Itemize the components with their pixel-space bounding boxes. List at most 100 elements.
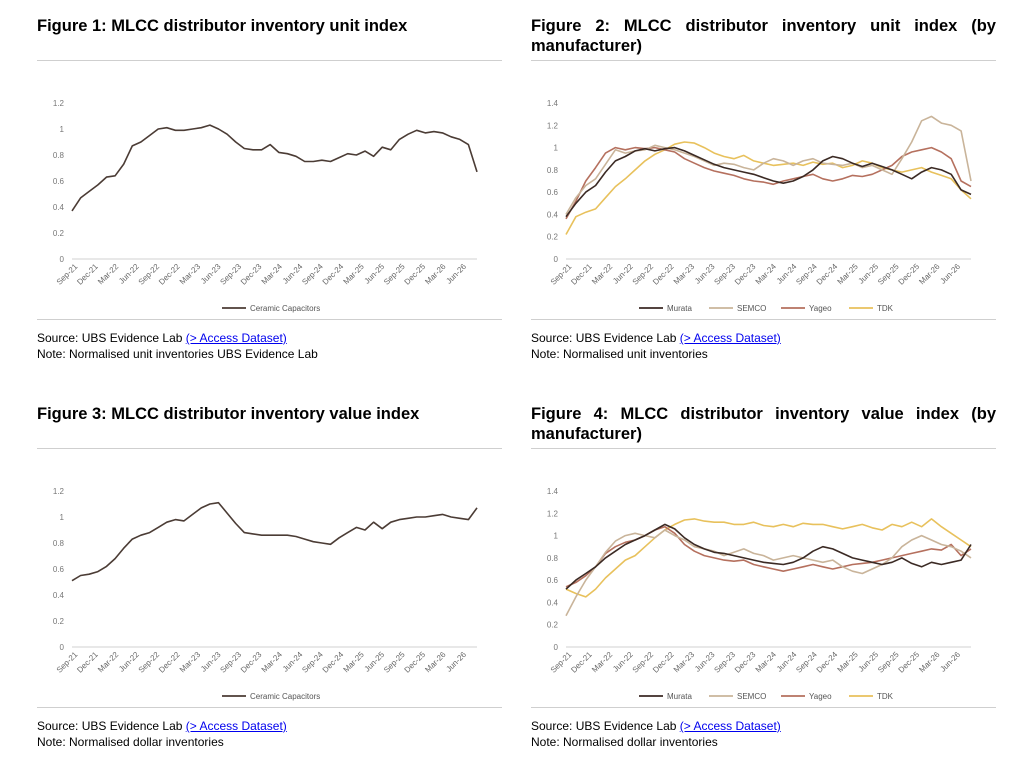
source-text: Source: UBS Evidence Lab — [531, 719, 680, 733]
x-tick-label: Sep-21 — [549, 650, 574, 675]
x-tick-label: Dec-23 — [239, 262, 264, 287]
y-tick-label: 0.6 — [547, 188, 559, 197]
x-tick-label: Mar-25 — [835, 262, 860, 287]
figure-2-panel: Figure 2: MLCC distributor inventory uni… — [531, 16, 996, 361]
x-tick-label: Mar-26 — [423, 650, 448, 675]
y-tick-label: 0 — [60, 255, 65, 264]
x-tick-label: Mar-25 — [835, 650, 860, 675]
x-tick-label: Mar-24 — [260, 262, 285, 287]
figure-3-panel: Figure 3: MLCC distributor inventory val… — [37, 404, 502, 749]
access-dataset-link[interactable]: (> Access Dataset) — [679, 331, 781, 345]
series-line-tdk — [565, 141, 972, 235]
x-tick-label: Sep-23 — [712, 650, 737, 675]
x-tick-label: Sep-22 — [137, 650, 162, 675]
y-tick-label: 0.6 — [53, 565, 65, 574]
legend-label: SEMCO — [737, 692, 766, 701]
x-tick-label: Jun-26 — [444, 262, 468, 286]
source-text: Source: UBS Evidence Lab — [37, 331, 186, 345]
figure-1-title: Figure 1: MLCC distributor inventory uni… — [37, 17, 408, 35]
access-dataset-link[interactable]: (> Access Dataset) — [679, 719, 781, 733]
figure-1-panel: Figure 1: MLCC distributor inventory uni… — [37, 16, 502, 361]
figure-3-title: Figure 3: MLCC distributor inventory val… — [37, 405, 420, 423]
x-tick-label: Dec-25 — [897, 262, 922, 287]
source-text: Source: UBS Evidence Lab — [531, 331, 680, 345]
x-tick-label: Jun-26 — [938, 650, 962, 674]
series-line-murata — [565, 146, 972, 218]
figure-1-source: Source: UBS Evidence Lab (> Access Datas… — [37, 330, 287, 346]
y-tick-label: 0.6 — [547, 576, 559, 585]
x-tick-label: Sep-24 — [300, 650, 325, 675]
series-line-semco — [565, 115, 972, 215]
figure-3-chart: 0 0.2 0.4 0.6 0.8 1 1.2 Sep-21 Dec-21 Mar-22 Jun-2… — [37, 448, 502, 708]
x-tick-label: Dec-22 — [651, 650, 676, 675]
x-tick-label: Dec-24 — [321, 650, 346, 675]
x-tick-label: Sep-21 — [55, 262, 80, 287]
y-tick-label: 0.4 — [53, 591, 65, 600]
x-tick-label: Sep-24 — [794, 650, 819, 675]
x-tick-label: Sep-23 — [712, 262, 737, 287]
x-tick-label: Dec-25 — [897, 650, 922, 675]
y-tick-label: 0.2 — [53, 229, 65, 238]
x-tick-label: Mar-23 — [178, 262, 203, 287]
x-tick-label: Sep-22 — [631, 650, 656, 675]
x-tick-label: Mar-22 — [96, 262, 121, 287]
x-tick-label: Sep-25 — [382, 262, 407, 287]
access-dataset-link[interactable]: (> Access Dataset) — [185, 331, 287, 345]
x-tick-label: Mar-23 — [672, 650, 697, 675]
y-tick-label: 0 — [554, 643, 559, 652]
x-tick-label: Mar-23 — [672, 262, 697, 287]
legend-label: SEMCO — [737, 304, 766, 313]
x-tick-label: Dec-21 — [569, 650, 594, 675]
y-tick-label: 0 — [554, 255, 559, 264]
x-tick-label: Sep-25 — [382, 650, 407, 675]
series-line-yageo — [565, 146, 972, 220]
x-tick-label: Mar-26 — [423, 262, 448, 287]
x-tick-label: Dec-24 — [815, 650, 840, 675]
figure-4-title: Figure 4: MLCC distributor inventory val… — [531, 405, 996, 443]
y-tick-label: 1 — [60, 125, 65, 134]
x-tick-label: Mar-26 — [917, 650, 942, 675]
y-tick-label: 0.8 — [53, 151, 65, 160]
x-tick-label: Mar-22 — [96, 650, 121, 675]
x-tick-label: Dec-22 — [157, 262, 182, 287]
x-tick-label: Dec-21 — [75, 650, 100, 675]
x-tick-label: Dec-24 — [321, 262, 346, 287]
x-tick-label: Dec-21 — [569, 262, 594, 287]
x-tick-label: Dec-24 — [815, 262, 840, 287]
y-tick-label: 0.4 — [53, 203, 65, 212]
x-tick-label: Mar-25 — [341, 262, 366, 287]
y-tick-label: 0.8 — [547, 166, 559, 175]
y-tick-label: 0.2 — [547, 621, 559, 630]
series-line-murata — [565, 523, 972, 590]
figure-4-source: Source: UBS Evidence Lab (> Access Datas… — [531, 718, 781, 734]
y-tick-label: 1.2 — [53, 487, 65, 496]
x-tick-label: Sep-24 — [300, 262, 325, 287]
x-tick-label: Mar-22 — [590, 262, 615, 287]
y-tick-label: 1.4 — [547, 487, 559, 496]
source-text: Source: UBS Evidence Lab — [37, 719, 186, 733]
x-tick-label: Sep-25 — [876, 650, 901, 675]
x-tick-label: Jun-26 — [938, 262, 962, 286]
x-tick-label: Dec-22 — [651, 262, 676, 287]
figure-3-note: Note: Normalised dollar inventories — [37, 735, 224, 749]
x-tick-label: Sep-21 — [55, 650, 80, 675]
legend-label: Murata — [667, 304, 692, 313]
y-tick-label: 1 — [60, 513, 65, 522]
figure-2-chart: 0 0.2 0.4 0.6 0.8 1 1.2 1.4 Sep-21 Dec-21 Mar-22 Ju… — [531, 60, 996, 320]
x-tick-label: Mar-23 — [178, 650, 203, 675]
x-tick-label: Sep-25 — [876, 262, 901, 287]
legend-label: Yageo — [809, 692, 832, 701]
access-dataset-link[interactable]: (> Access Dataset) — [185, 719, 287, 733]
y-tick-label: 0.4 — [547, 598, 559, 607]
x-tick-label: Mar-24 — [260, 650, 285, 675]
legend-label: Ceramic Capacitors — [250, 692, 320, 701]
series-line-ceramic-capacitors — [71, 124, 478, 212]
y-tick-label: 1.2 — [547, 509, 559, 518]
x-tick-label: Dec-23 — [733, 262, 758, 287]
x-tick-label: Sep-22 — [631, 262, 656, 287]
figure-3-source: Source: UBS Evidence Lab (> Access Datas… — [37, 718, 287, 734]
figure-2-source: Source: UBS Evidence Lab (> Access Datas… — [531, 330, 781, 346]
